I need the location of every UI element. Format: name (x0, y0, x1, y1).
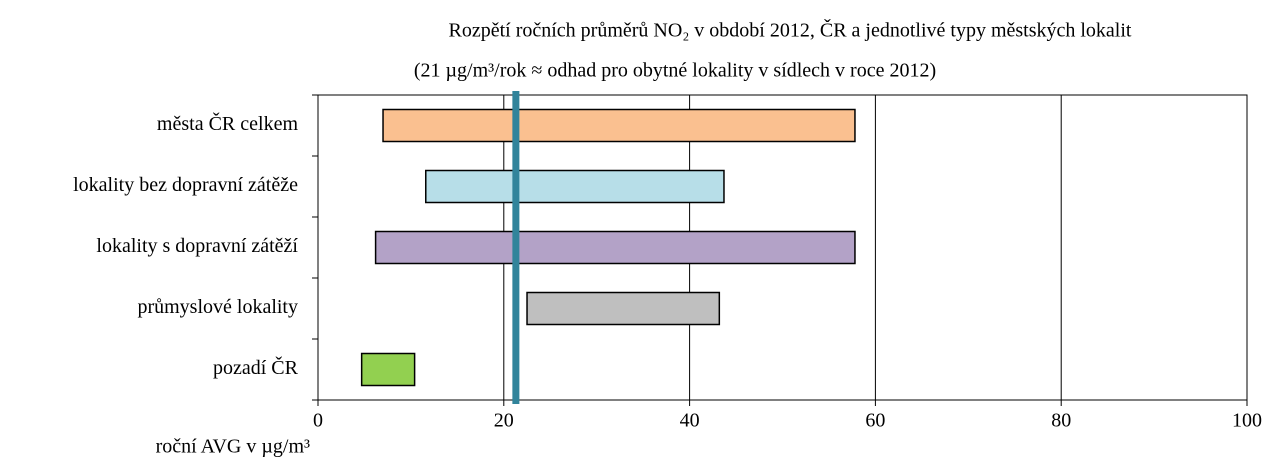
x-axis-label: roční AVG v µg/m³ (156, 436, 310, 458)
y-tick-label: průmyslové lokality (137, 296, 298, 318)
y-tick-label: lokality bez dopravní zátěže (73, 174, 298, 196)
x-tick-label: 0 (313, 410, 323, 432)
x-tick-label: 40 (680, 410, 700, 432)
bar (374, 230, 856, 265)
x-tick-label: 80 (1051, 410, 1071, 432)
x-tick-label: 20 (494, 410, 514, 432)
bar (382, 108, 856, 143)
bar (360, 352, 416, 387)
chart-subtitle: (21 µg/m³/rok ≈ odhad pro obytné lokalit… (414, 60, 936, 82)
x-tick-label: 100 (1232, 410, 1262, 432)
x-tick-label: 60 (865, 410, 885, 432)
y-tick-label: města ČR celkem (157, 111, 299, 135)
y-tick-label: lokality s dopravní zátěží (96, 235, 298, 257)
bar (425, 169, 725, 204)
bar (526, 291, 721, 326)
chart-title: Rozpětí ročních průměrů NO₂ v období 201… (449, 18, 1132, 42)
y-tick-label: pozadí ČR (213, 355, 299, 379)
